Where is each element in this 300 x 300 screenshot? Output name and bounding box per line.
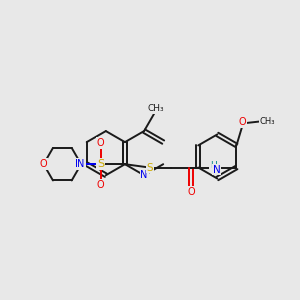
Text: O: O xyxy=(40,159,47,169)
Text: N: N xyxy=(140,170,148,180)
Text: O: O xyxy=(97,180,104,190)
Text: O: O xyxy=(97,138,104,148)
Text: H: H xyxy=(210,161,217,170)
Text: CH₃: CH₃ xyxy=(147,104,164,113)
Text: N: N xyxy=(213,165,220,175)
Text: CH₃: CH₃ xyxy=(260,117,275,126)
Text: N: N xyxy=(75,159,83,169)
Text: S: S xyxy=(97,159,104,169)
Text: O: O xyxy=(188,187,195,197)
Text: S: S xyxy=(146,163,153,172)
Text: N: N xyxy=(77,159,85,169)
Text: O: O xyxy=(238,117,246,127)
